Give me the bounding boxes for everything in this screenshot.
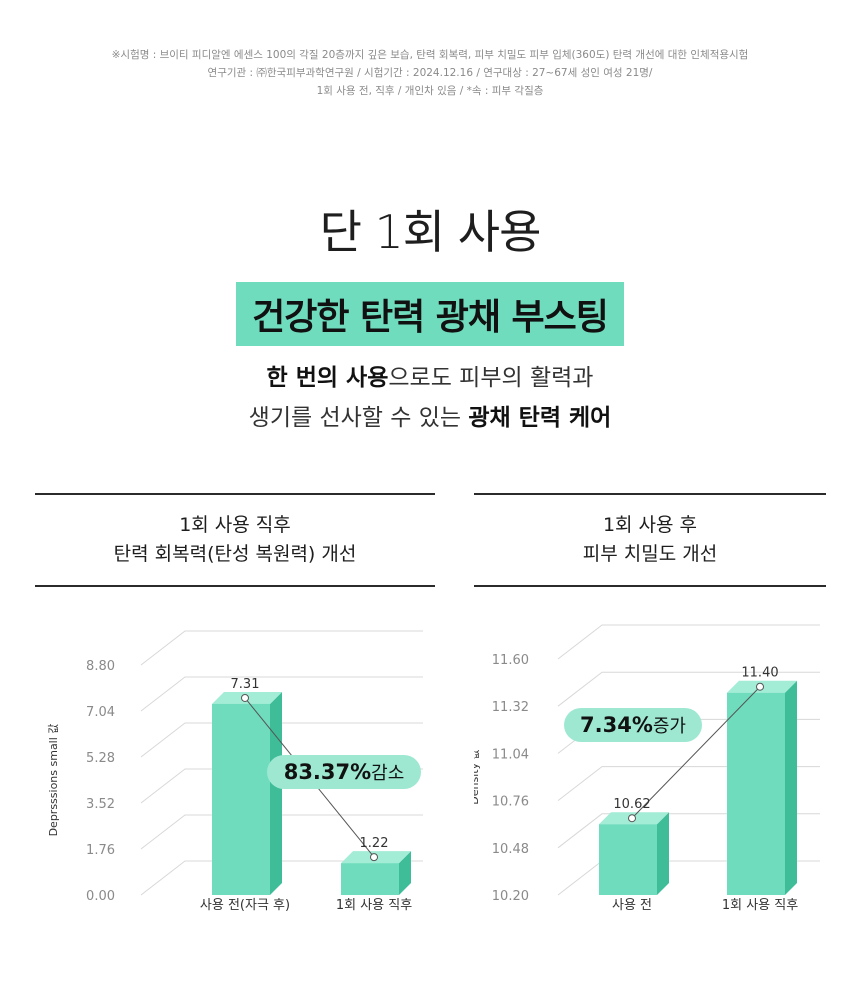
description-bold-2: 광채 탄력 케어 (468, 405, 612, 431)
bar (212, 703, 270, 895)
y-tick-label: 10.48 (492, 842, 529, 857)
y-tick-label: 11.32 (492, 700, 529, 715)
bar-side (657, 812, 669, 895)
highlight-text: 건강한 탄력 광채 부스팅 (236, 282, 624, 346)
annotation-label: 감소 (371, 763, 404, 784)
footnote-line-3: 1회 사용 전, 직후 / 개인차 있음 / *속 : 피부 각질층 (316, 85, 544, 97)
chart-plot: Deprsssions small 값 0.00 1.76 3.52 5.28 7.04 8… (47, 630, 423, 913)
y-tick-label: 7.04 (86, 705, 115, 720)
annotation-value: 7.34% (580, 713, 653, 737)
y-axis-label: Density 값 (474, 749, 481, 804)
y-tick-label: 0.00 (86, 889, 115, 904)
data-point (756, 682, 764, 691)
chart-top-rule (35, 493, 435, 495)
y-tick-label: 1.76 (86, 843, 115, 858)
annotation-label: 증가 (653, 716, 686, 737)
data-label: 1.22 (360, 836, 389, 851)
data-label: 11.40 (741, 666, 778, 681)
bar (727, 692, 785, 895)
x-tick-label: 1회 사용 직후 (722, 898, 798, 913)
chart-bottom-rule (35, 585, 435, 587)
chart-title-line-1: 1회 사용 직후 (179, 514, 291, 536)
annotation-value: 83.37% (284, 760, 371, 784)
x-tick-label: 1회 사용 직후 (336, 898, 412, 913)
y-tick-label: 11.60 (492, 653, 529, 668)
data-label: 7.31 (231, 677, 260, 692)
data-point (241, 693, 249, 702)
chart-title-line-2: 탄력 회복력(탄성 복원력) 개선 (113, 543, 357, 565)
chart-title-line-2: 피부 치밀도 개선 (582, 543, 718, 565)
chart-title-line-1: 1회 사용 후 (602, 514, 698, 536)
chart-bottom-rule (474, 585, 826, 587)
y-tick-label: 8.80 (86, 659, 115, 674)
description: 한 번의 사용으로도 피부의 활력과 생기를 선사할 수 있는 광채 탄력 케어 (0, 358, 860, 438)
highlight-banner: 건강한 탄력 광채 부스팅 (0, 282, 860, 346)
connector-line (631, 686, 761, 819)
description-line-2: 생기를 선사할 수 있는 광채 탄력 케어 (0, 398, 860, 438)
y-tick-label: 11.04 (492, 747, 529, 762)
chart-title: 1회 사용 직후 탄력 회복력(탄성 복원력) 개선 (35, 511, 435, 569)
bar-side (399, 851, 411, 895)
description-text-2: 생기를 선사할 수 있는 (248, 405, 469, 431)
annotation-badge (564, 708, 702, 742)
y-tick-label: 10.20 (492, 889, 529, 904)
description-bold-1: 한 번의 사용 (266, 365, 389, 391)
description-line-1: 한 번의 사용으로도 피부의 활력과 (0, 358, 860, 398)
gridline (557, 671, 820, 707)
bar-side (270, 691, 282, 895)
description-text-1: 으로도 피부의 활력과 (388, 365, 594, 391)
bar (341, 863, 399, 895)
gridline (140, 722, 423, 758)
chart-elasticity: 1회 사용 직후 탄력 회복력(탄성 복원력) 개선 Deprsssions s… (35, 493, 435, 933)
gridline (140, 676, 423, 712)
y-tick-label: 3.52 (86, 797, 115, 812)
data-point (628, 814, 636, 823)
annotation-text: 7.34%증가 (580, 713, 686, 737)
gridline (557, 624, 820, 660)
y-axis-label: Deprsssions small 값 (47, 724, 60, 837)
annotation-badge (267, 755, 421, 789)
annotation-text: 83.37%감소 (284, 760, 405, 784)
footnote-line-1: ※시험명 : 브이티 피디알엔 에센스 100의 각질 20층까지 깊은 보습,… (111, 49, 749, 61)
y-tick-label: 10.76 (492, 795, 529, 810)
chart-top-rule (474, 493, 826, 495)
x-tick-label: 사용 전 (612, 898, 652, 913)
y-tick-label: 5.28 (86, 751, 115, 766)
footnote-line-2: 연구기관 : ㈜한국피부과학연구원 / 시험기간 : 2024.12.16 / … (207, 67, 653, 79)
gridline (140, 630, 423, 666)
test-footnote: ※시험명 : 브이티 피디알엔 에센스 100의 각질 20층까지 깊은 보습,… (0, 46, 860, 100)
data-point (370, 853, 378, 862)
chart-title: 1회 사용 후 피부 치밀도 개선 (474, 511, 826, 569)
bar (599, 824, 657, 895)
x-tick-label: 사용 전(자극 후) (200, 898, 290, 913)
gridline (140, 814, 423, 850)
page-title: 단 1회 사용 (319, 205, 542, 259)
data-label: 10.62 (613, 797, 650, 812)
bar-side (785, 680, 797, 895)
chart-density: 1회 사용 후 피부 치밀도 개선 Density 값 10.20 10.48 10.… (474, 493, 826, 933)
chart-plot: Density 값 10.20 10.48 10.76 11.04 11.32 11.60 사… (474, 624, 820, 913)
